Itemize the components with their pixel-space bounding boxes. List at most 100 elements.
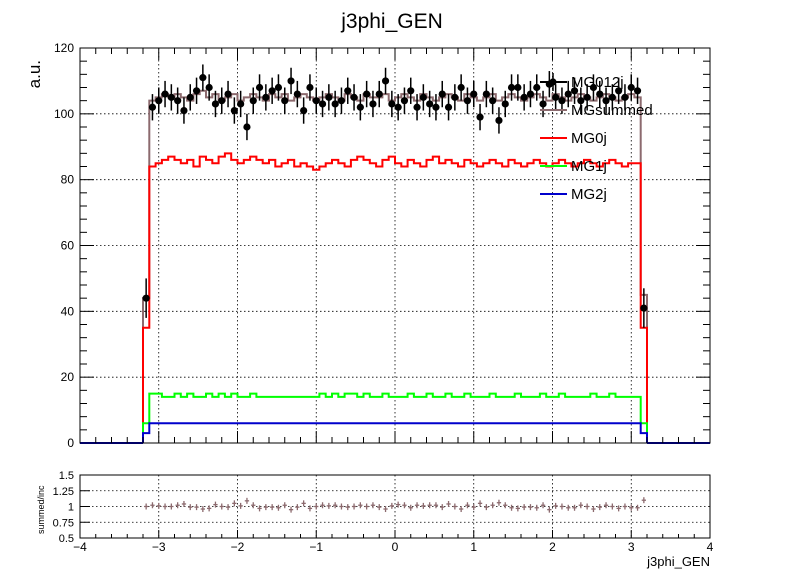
mg012j-point bbox=[602, 97, 610, 105]
mg012j-point bbox=[419, 93, 427, 101]
mg012j-point bbox=[331, 100, 339, 108]
mg012j-point bbox=[394, 103, 402, 111]
mg012j-point bbox=[470, 90, 478, 98]
mg012j-point bbox=[218, 97, 226, 105]
ratio-grid bbox=[79, 474, 711, 539]
mg012j-point bbox=[501, 100, 509, 108]
x-tick-label: −3 bbox=[152, 540, 166, 554]
mg012j-point bbox=[268, 87, 276, 95]
mg012j-point bbox=[432, 103, 440, 111]
ratio-y-tick-label: 1.25 bbox=[53, 486, 74, 498]
mg012j-point bbox=[186, 93, 194, 101]
y-tick-label: 80 bbox=[61, 173, 75, 187]
legend: MG012j MGsummed MG0j MG1j MG2j bbox=[540, 73, 653, 203]
mg012j-point bbox=[350, 93, 358, 101]
mg012j-point bbox=[640, 304, 648, 312]
mg012j-point bbox=[356, 103, 364, 111]
mg012j-point bbox=[457, 83, 465, 92]
ratio-y-tick-label: 1.5 bbox=[59, 470, 74, 482]
y-tick-label: 40 bbox=[61, 304, 75, 318]
mg012j-point bbox=[627, 83, 635, 92]
x-tick-label: −2 bbox=[231, 540, 245, 554]
ratio-points bbox=[144, 497, 646, 513]
y-axis-label: a.u. bbox=[25, 60, 44, 88]
legend-mgsummed-label: MGsummed bbox=[571, 102, 653, 119]
mg012j-point bbox=[589, 83, 598, 92]
mg012j-point bbox=[564, 90, 572, 98]
mg012j-point bbox=[337, 97, 346, 105]
mg012j-point bbox=[148, 103, 157, 111]
mg012j-point bbox=[558, 97, 566, 105]
mg012j-point bbox=[577, 97, 585, 105]
y-tick-label: 120 bbox=[54, 41, 74, 55]
mg012j-point bbox=[312, 97, 320, 105]
x-tick-label: 2 bbox=[549, 540, 556, 554]
mg012j-point bbox=[274, 83, 283, 92]
x-tick-label: −1 bbox=[309, 540, 323, 554]
y-tick-label: 60 bbox=[61, 239, 75, 253]
chart-title: j3phi_GEN bbox=[340, 10, 443, 33]
mg012j-point bbox=[161, 90, 169, 98]
mg012j-point bbox=[507, 83, 516, 92]
mg012j-point bbox=[243, 123, 251, 131]
tick-labels: −4 −3 −2 −1 0 1 2 3 40204060801001200.50.7511.25… bbox=[53, 41, 714, 554]
mg012j-point bbox=[533, 83, 541, 92]
mg012j-point bbox=[633, 87, 642, 95]
mg012j-point bbox=[596, 90, 604, 98]
mg012j-point bbox=[482, 90, 490, 98]
mg012j-point bbox=[293, 90, 301, 98]
mg012j-point bbox=[451, 93, 459, 101]
ratio-y-tick-label: 0.5 bbox=[59, 533, 74, 545]
mg012j-point bbox=[526, 90, 535, 98]
mg012j-point bbox=[570, 87, 579, 95]
mg012j-point bbox=[375, 90, 383, 98]
axes-frame bbox=[79, 47, 711, 539]
mg012j-point bbox=[514, 83, 522, 92]
legend-mg0j-label: MG0j bbox=[571, 130, 607, 147]
mg012j-point bbox=[230, 106, 238, 115]
mg012j-point bbox=[539, 100, 547, 108]
legend-mg012j-label: MG012j bbox=[571, 74, 624, 91]
mg012j-point bbox=[413, 103, 421, 111]
mg012j-point bbox=[463, 97, 472, 105]
mg012j-point bbox=[199, 74, 207, 82]
mg012j-point bbox=[583, 93, 591, 101]
ratio-y-axis-label: summed/inc bbox=[36, 485, 46, 534]
legend-mg2j-label: MG2j bbox=[571, 186, 607, 203]
mg012j-point bbox=[306, 83, 314, 92]
mg012j-point bbox=[325, 93, 333, 101]
mg012j-point bbox=[237, 100, 245, 108]
mg012j-point bbox=[180, 106, 188, 115]
series-mg2j-step bbox=[142, 422, 648, 443]
mg012j-point bbox=[142, 294, 150, 302]
y-tick-label: 0 bbox=[67, 436, 74, 450]
mg012j-point bbox=[344, 87, 352, 95]
mg012j-point bbox=[426, 100, 434, 108]
mg012j-point bbox=[520, 93, 528, 101]
x-axis-label: j3phi_GEN bbox=[646, 554, 710, 569]
mg012j-point bbox=[438, 90, 446, 98]
mg012j-point bbox=[287, 77, 295, 85]
ratio-y-tick-label: 1 bbox=[68, 502, 74, 514]
mg012j-point bbox=[174, 97, 182, 105]
mg012j-point bbox=[495, 116, 503, 125]
mg012j-point bbox=[205, 83, 213, 92]
y-tick-label: 20 bbox=[61, 370, 75, 384]
legend-mg1j-label: MG1j bbox=[571, 158, 607, 175]
mg012j-point bbox=[388, 100, 396, 108]
mg012j-point bbox=[489, 97, 497, 105]
ratio-y-tick-label: 0.75 bbox=[53, 517, 74, 529]
mg012j-point bbox=[211, 100, 220, 108]
mg012j-point bbox=[224, 90, 232, 98]
mg012j-point bbox=[363, 90, 371, 98]
series-mgsummed-step bbox=[142, 89, 648, 443]
mg012j-point bbox=[444, 103, 453, 111]
series-mg1j-step bbox=[142, 392, 648, 443]
mg012j-point bbox=[552, 93, 560, 101]
mg012j-point bbox=[318, 100, 327, 108]
x-tick-label: 3 bbox=[628, 540, 635, 554]
mg012j-point bbox=[255, 83, 264, 92]
mg012j-point bbox=[167, 93, 175, 101]
mg012j-point bbox=[369, 100, 377, 108]
